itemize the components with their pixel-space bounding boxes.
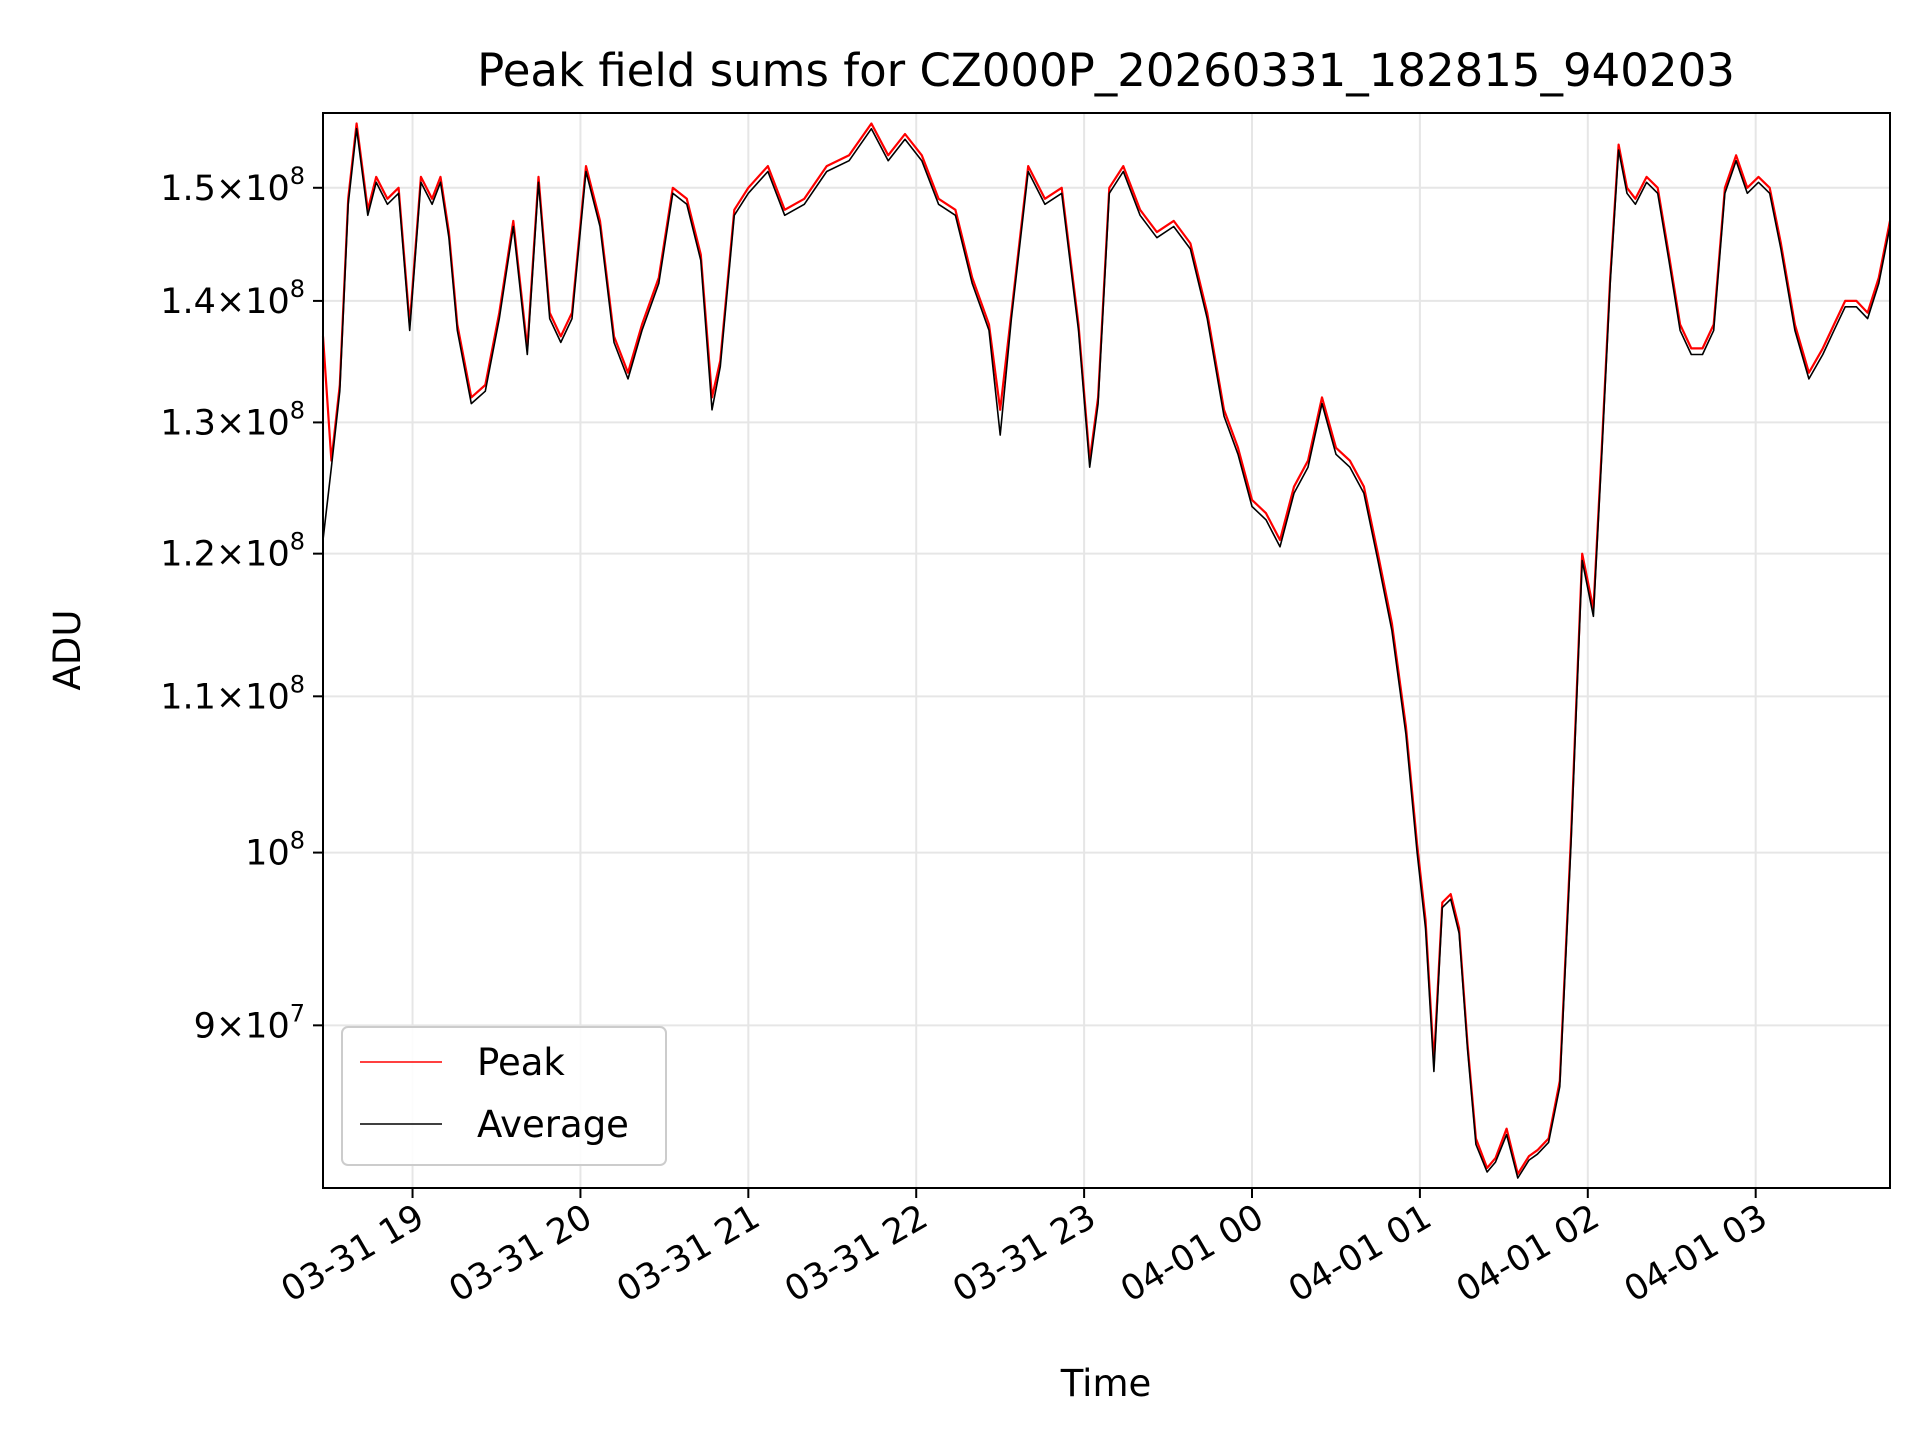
legend-label-average: Average [477,1103,629,1146]
y-tick-label: 1.1×108 [160,670,305,717]
grid [323,113,1890,1188]
y-tick-label: 1.3×108 [160,396,305,443]
series-line-average [322,127,1891,1179]
y-tick-label: 9×107 [194,999,305,1046]
x-axis-label: Time [1060,1362,1152,1405]
y-tick-label: 1.2×108 [160,528,305,575]
series-lines [321,122,1892,1179]
y-tick-label: 1.5×108 [160,162,305,209]
y-tick-label: 1.4×108 [160,275,305,322]
y-axis-label: ADU [46,610,89,691]
legend: Peak Average [341,1026,667,1166]
chart-title: Peak field sums for CZ000P_20260331_1828… [477,44,1735,97]
plot-frame [322,112,1891,1189]
y-tick-label: 108 [245,827,305,874]
legend-label-peak: Peak [477,1041,565,1084]
